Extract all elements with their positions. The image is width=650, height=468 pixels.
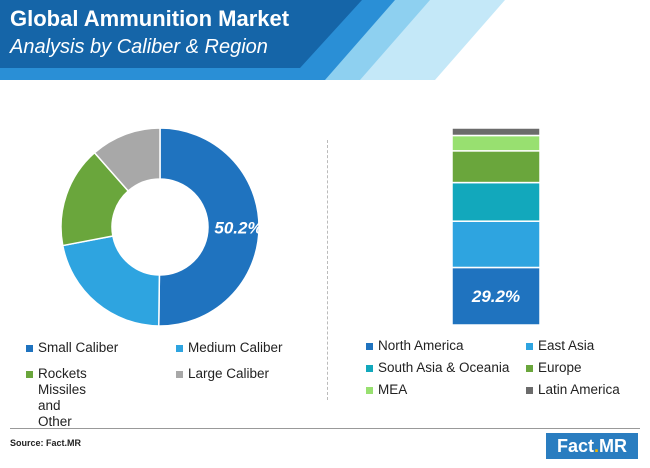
bar-legend-item-south-asia-oceania: South Asia & Oceania (366, 360, 509, 376)
header-stripe-dark (0, 0, 362, 68)
legend-swatch (526, 387, 533, 394)
donut-slice-small-caliber (157, 127, 260, 327)
donut-legend-item-medium-caliber: Medium Caliber (176, 340, 283, 356)
stacked-bar-chart: 29.2% (451, 127, 541, 326)
legend-label: South Asia & Oceania (378, 360, 510, 375)
legend-swatch (366, 387, 373, 394)
legend-label: MEA (378, 382, 408, 397)
header-shapes (0, 0, 505, 80)
logo-text-main: Fact (556, 435, 594, 456)
header-banner: Global Ammunition Market Analysis by Cal… (0, 0, 650, 80)
donut-chart: 50.2% (60, 127, 263, 327)
bar-segment-mea (451, 134, 541, 152)
legend-swatch (526, 343, 533, 350)
legend-label: Europe (538, 360, 582, 375)
bar-legend-item-latin-america: Latin America (526, 382, 620, 398)
donut-legend-item-large-caliber: Large Caliber (176, 366, 269, 382)
donut-slice-large-caliber (93, 127, 161, 193)
footer-divider (10, 428, 640, 429)
legend-label: North America (378, 338, 464, 353)
logo-text-end: MR (599, 435, 628, 456)
legend-label: East Asia (538, 338, 595, 353)
bar-legend-item-north-america: North America (366, 338, 464, 354)
chart-divider (327, 140, 328, 400)
legend-swatch (26, 345, 33, 352)
legend-swatch (526, 365, 533, 372)
logo-text-dot: . (594, 435, 600, 456)
legend-swatch (366, 343, 373, 350)
legend-label: Latin America (538, 382, 620, 397)
bar-segment-north-america (451, 266, 541, 326)
donut-legend-item-rockets-missiles-and-other: Rockets Missiles and Other (26, 366, 87, 430)
bar-legend-item-east-asia: East Asia (526, 338, 594, 354)
source-note: Source: Fact.MR (10, 438, 82, 448)
bar-segment-south-asia-oceania (451, 181, 541, 222)
legend-swatch (176, 345, 183, 352)
legend-label: Large Caliber (188, 366, 270, 381)
legend-label: Rockets Missiles and Other (38, 366, 87, 429)
page-title: Global Ammunition Market (10, 6, 290, 31)
factmr-logo: Fact. MR (546, 433, 638, 459)
bar-segment-europe (451, 150, 541, 184)
donut-slice-medium-caliber (61, 235, 161, 327)
legend-swatch (176, 371, 183, 378)
bar-data-label: 29.2% (471, 287, 520, 306)
legend-label: Medium Caliber (188, 340, 283, 355)
donut-legend-item-small-caliber: Small Caliber (26, 340, 118, 356)
bar-legend-item-mea: MEA (366, 382, 407, 398)
bar-segment-latin-america (451, 127, 541, 137)
legend-swatch (26, 371, 33, 378)
legend-label: Small Caliber (38, 340, 119, 355)
bar-legend-item-europe: Europe (526, 360, 582, 376)
legend-swatch (366, 365, 373, 372)
bar-segment-east-asia (451, 220, 541, 269)
donut-data-label: 50.2% (214, 218, 262, 237)
page-subtitle: Analysis by Caliber & Region (10, 36, 268, 58)
